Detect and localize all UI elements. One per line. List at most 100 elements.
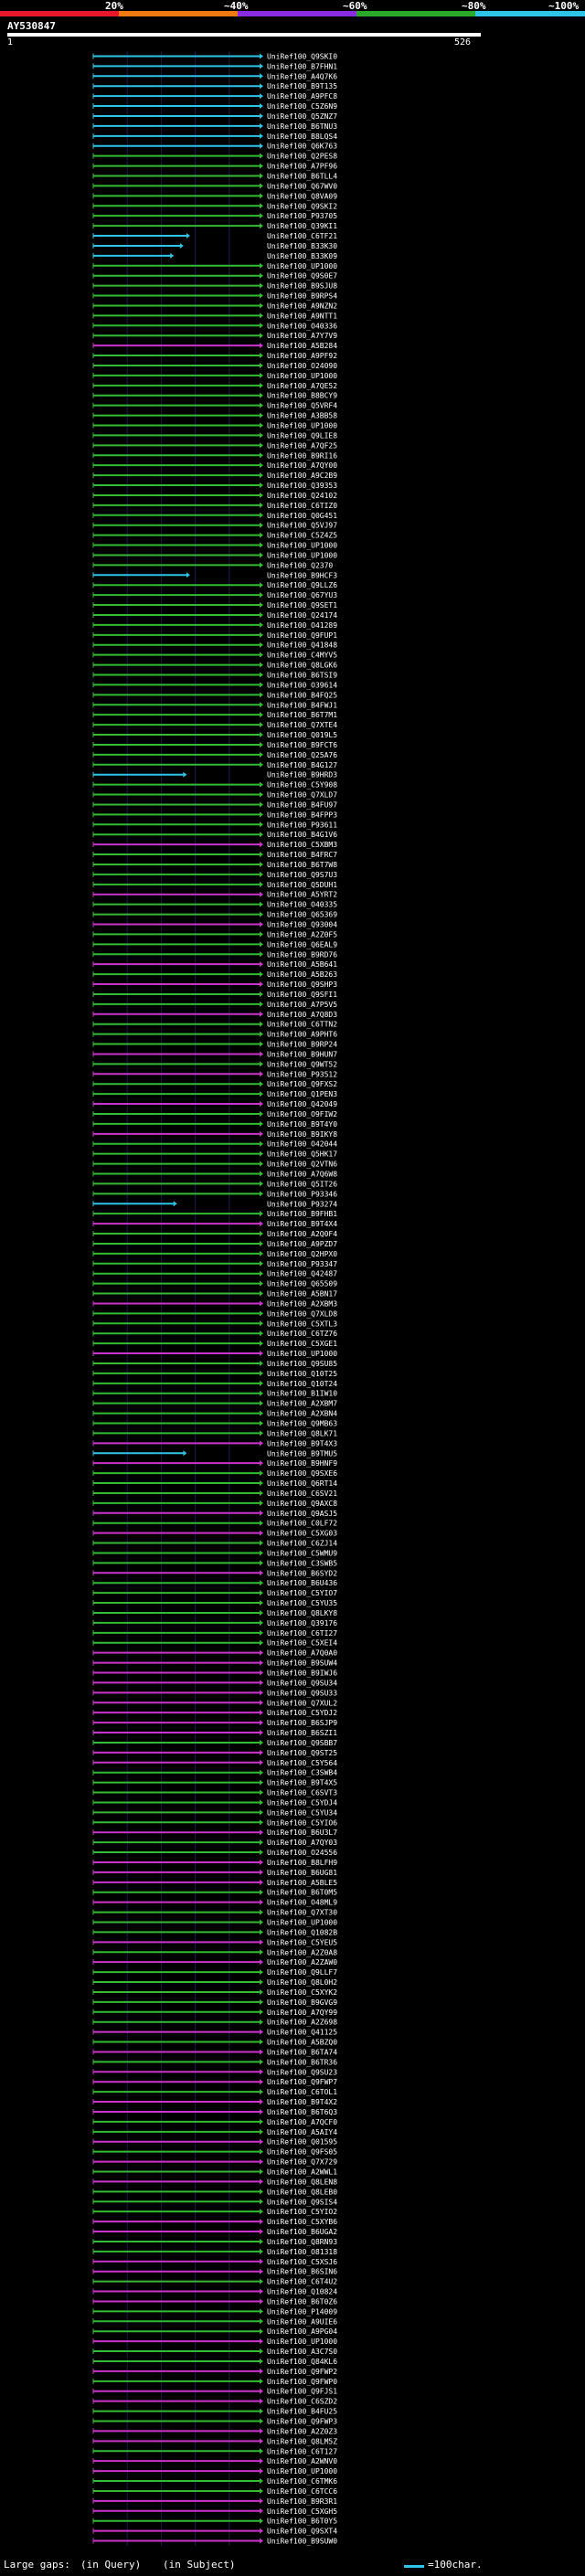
- hit-label[interactable]: UniRef100_B6T6Q3: [267, 2108, 337, 2116]
- hit-label[interactable]: UniRef100_B9SJU8: [267, 282, 337, 291]
- hit-label[interactable]: UniRef100_P93347: [267, 1260, 337, 1268]
- hit-label[interactable]: UniRef100_B9IKY8: [267, 1130, 337, 1139]
- hit-label[interactable]: UniRef100_A7QE52: [267, 382, 337, 390]
- hit-label[interactable]: UniRef100_B9HNF9: [267, 1459, 337, 1468]
- hit-label[interactable]: UniRef100_Q8VA09: [267, 192, 337, 200]
- hit-label[interactable]: UniRef100_Q9SU85: [267, 1360, 337, 1368]
- hit-label[interactable]: UniRef100_Q41848: [267, 641, 337, 650]
- hit-label[interactable]: UniRef100_C6TF21: [267, 232, 337, 240]
- hit-label[interactable]: UniRef100_B4G1V6: [267, 831, 337, 839]
- hit-label[interactable]: UniRef100_O9FIW2: [267, 1110, 337, 1118]
- hit-label[interactable]: UniRef100_B4FU97: [267, 800, 337, 809]
- hit-label[interactable]: UniRef100_A5BN17: [267, 1290, 337, 1299]
- hit-label[interactable]: UniRef100_B9T135: [267, 82, 337, 90]
- hit-label[interactable]: UniRef100_B6T0Y5: [267, 2518, 337, 2526]
- hit-label[interactable]: UniRef100_B6T7W8: [267, 861, 337, 869]
- hit-label[interactable]: UniRef100_A7QCF0: [267, 2118, 337, 2126]
- hit-label[interactable]: UniRef100_Q2370: [267, 561, 333, 569]
- hit-label[interactable]: UniRef100_A5BZQ0: [267, 2039, 337, 2047]
- hit-label[interactable]: UniRef100_Q7XT30: [267, 1909, 337, 1917]
- hit-label[interactable]: UniRef100_Q9FWP2: [267, 2368, 337, 2376]
- hit-label[interactable]: UniRef100_C5XSJ6: [267, 2258, 337, 2266]
- hit-label[interactable]: UniRef100_Q9S0E7: [267, 272, 337, 281]
- hit-label[interactable]: UniRef100_UP1000: [267, 262, 337, 270]
- hit-label[interactable]: UniRef100_P93274: [267, 1200, 337, 1208]
- hit-label[interactable]: UniRef100_P93611: [267, 821, 337, 829]
- hit-label[interactable]: UniRef100_B1IW10: [267, 1390, 337, 1398]
- hit-label[interactable]: UniRef100_O41289: [267, 621, 337, 630]
- hit-label[interactable]: UniRef100_O81318: [267, 2248, 337, 2256]
- hit-label[interactable]: UniRef100_A9C2B9: [267, 472, 337, 480]
- hit-label[interactable]: UniRef100_O42044: [267, 1140, 337, 1149]
- hit-label[interactable]: UniRef100_B9HUN7: [267, 1050, 337, 1058]
- hit-label[interactable]: UniRef100_C5Z6N9: [267, 102, 337, 111]
- hit-label[interactable]: UniRef100_B7FHN1: [267, 62, 337, 70]
- hit-label[interactable]: UniRef100_C5XTL3: [267, 1320, 337, 1328]
- hit-label[interactable]: UniRef100_C5YIO2: [267, 2208, 337, 2216]
- hit-label[interactable]: UniRef100_O39614: [267, 681, 337, 689]
- hit-label[interactable]: UniRef100_C5XBM3: [267, 841, 337, 849]
- hit-label[interactable]: UniRef100_A9NTT1: [267, 312, 337, 320]
- hit-label[interactable]: UniRef100_C5XG03: [267, 1530, 337, 1538]
- hit-label[interactable]: UniRef100_Q9MB63: [267, 1420, 337, 1428]
- hit-label[interactable]: UniRef100_Q8LK71: [267, 1429, 337, 1437]
- hit-label[interactable]: UniRef100_Q8RN93: [267, 2238, 337, 2246]
- hit-label[interactable]: UniRef100_Q9S7U3: [267, 871, 337, 879]
- hit-label[interactable]: UniRef100_Q9LLF7: [267, 1968, 337, 1977]
- hit-label[interactable]: UniRef100_Q9SKI2: [267, 202, 337, 210]
- hit-label[interactable]: UniRef100_O48ML9: [267, 1899, 337, 1907]
- hit-label[interactable]: UniRef100_A5B263: [267, 970, 337, 979]
- hit-label[interactable]: UniRef100_Q9SFI1: [267, 991, 337, 999]
- hit-label[interactable]: UniRef100_A9PFC8: [267, 92, 337, 101]
- hit-label[interactable]: UniRef100_B33K09: [267, 252, 337, 260]
- hit-label[interactable]: UniRef100_B4G127: [267, 761, 337, 769]
- hit-label[interactable]: UniRef100_C5Y908: [267, 781, 337, 790]
- hit-label[interactable]: UniRef100_A9PHT6: [267, 1031, 337, 1039]
- hit-label[interactable]: UniRef100_O24090: [267, 362, 337, 370]
- hit-label[interactable]: UniRef100_C5XYB6: [267, 2218, 337, 2226]
- hit-label[interactable]: UniRef100_Q10824: [267, 2288, 337, 2296]
- hit-label[interactable]: UniRef100_A7QY03: [267, 1839, 337, 1847]
- hit-label[interactable]: UniRef100_C5YU34: [267, 1808, 337, 1817]
- hit-label[interactable]: UniRef100_B6SIN6: [267, 2268, 337, 2276]
- hit-label[interactable]: UniRef100_B6U3L7: [267, 1829, 337, 1837]
- hit-label[interactable]: UniRef100_Q9FWP0: [267, 2378, 337, 2386]
- hit-label[interactable]: UniRef100_C6ZJ14: [267, 1540, 337, 1548]
- hit-label[interactable]: UniRef100_A2ZAW0: [267, 1958, 337, 1966]
- hit-label[interactable]: UniRef100_A2WNV0: [267, 2457, 337, 2465]
- hit-label[interactable]: UniRef100_B9TMU5: [267, 1449, 337, 1458]
- hit-label[interactable]: UniRef100_UP1000: [267, 1919, 337, 1927]
- hit-label[interactable]: UniRef100_B4FPP3: [267, 811, 337, 819]
- hit-label[interactable]: UniRef100_Q8LGK6: [267, 662, 337, 670]
- hit-label[interactable]: UniRef100_A9PF92: [267, 352, 337, 360]
- hit-label[interactable]: UniRef100_UP1000: [267, 422, 337, 430]
- hit-label[interactable]: UniRef100_Q01595: [267, 2138, 337, 2147]
- hit-label[interactable]: UniRef100_A5B284: [267, 342, 337, 350]
- hit-label[interactable]: UniRef100_Q9SIS4: [267, 2198, 337, 2206]
- hit-label[interactable]: UniRef100_B6SYD2: [267, 1569, 337, 1577]
- hit-label[interactable]: UniRef100_B33K30: [267, 242, 337, 250]
- hit-label[interactable]: UniRef100_Q24174: [267, 611, 337, 620]
- hit-label[interactable]: UniRef100_B9SUW4: [267, 1659, 337, 1668]
- hit-label[interactable]: UniRef100_Q9SKI0: [267, 52, 337, 60]
- hit-label[interactable]: UniRef100_C5YIO6: [267, 1818, 337, 1827]
- hit-label[interactable]: UniRef100_Q9SU33: [267, 1689, 337, 1697]
- hit-label[interactable]: UniRef100_B6TNU3: [267, 122, 337, 131]
- hit-label[interactable]: UniRef100_C6T4U2: [267, 2278, 337, 2286]
- hit-label[interactable]: UniRef100_B9RI16: [267, 451, 337, 460]
- hit-label[interactable]: UniRef100_B9RPS4: [267, 292, 337, 301]
- hit-label[interactable]: UniRef100_B6T0M5: [267, 1889, 337, 1897]
- hit-label[interactable]: UniRef100_P93346: [267, 1190, 337, 1198]
- hit-label[interactable]: UniRef100_A5YRT2: [267, 891, 337, 899]
- hit-label[interactable]: UniRef100_UP1000: [267, 1350, 337, 1358]
- hit-label[interactable]: UniRef100_Q2HPX0: [267, 1250, 337, 1258]
- hit-label[interactable]: UniRef100_A5AIY4: [267, 2128, 337, 2136]
- hit-label[interactable]: UniRef100_C4MYV5: [267, 652, 337, 660]
- hit-label[interactable]: UniRef100_C6TIZ0: [267, 502, 337, 510]
- hit-label[interactable]: UniRef100_Q42049: [267, 1100, 337, 1108]
- hit-label[interactable]: UniRef100_Q8LEN8: [267, 2178, 337, 2186]
- hit-label[interactable]: UniRef100_C5Z4Z5: [267, 532, 337, 540]
- hit-label[interactable]: UniRef100_A7Y7V9: [267, 332, 337, 340]
- hit-label[interactable]: UniRef100_B8LQS4: [267, 133, 337, 141]
- hit-label[interactable]: UniRef100_Q8L0H2: [267, 1978, 337, 1987]
